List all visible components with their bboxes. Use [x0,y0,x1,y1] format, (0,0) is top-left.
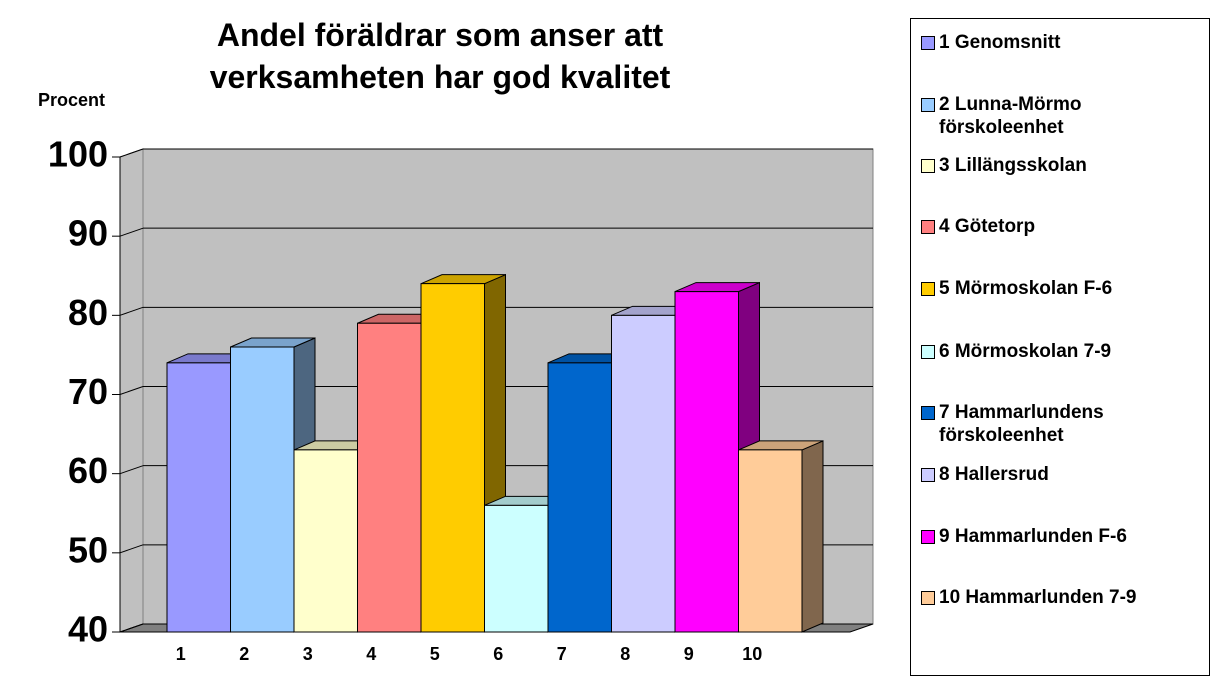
bar-front [674,291,739,633]
x-tick-label: 10 [742,644,762,664]
y-tick-label: 60 [68,450,108,491]
x-tick-label: 2 [239,644,249,664]
x-tick-label: 5 [430,644,440,664]
grid-line-side [119,306,144,316]
legend-label: 10 Hammarlunden 7-9 [939,587,1137,608]
grid-line-side [119,465,144,475]
legend-label: 4 Götetorp [939,216,1036,237]
bar-front [484,504,549,633]
legend-label: 5 Mörmoskolan F-6 [939,278,1113,299]
y-tick-label: 70 [68,371,108,412]
y-tick-label: 100 [48,134,108,175]
legend-label: 2 Lunna-Mörmo förskoleenhet [939,94,1082,138]
grid-line-side [119,386,144,395]
legend-swatch [921,468,935,482]
legend-swatch [921,591,935,605]
bar-side [801,440,824,633]
legend-swatch [921,345,935,359]
bar-front [293,449,358,633]
x-tick-label: 9 [684,644,694,664]
x-tick-label: 8 [620,644,630,664]
x-tick-label: 1 [176,644,186,664]
bar-front [547,362,612,633]
legend-item: 2 Lunna-Mörmo förskoleenhet [921,93,1206,139]
x-tick-label: 4 [366,644,376,664]
legend-item: 4 Götetorp [921,215,1206,238]
bar-front [420,283,485,633]
y-tick-label: 40 [68,609,108,650]
legend-swatch [921,159,935,173]
bar-front [357,322,422,633]
y-tick-label: 80 [68,292,108,333]
y-axis-label: Procent [38,90,106,110]
legend-label: 3 Lillängsskolan [939,155,1087,176]
bar-front [611,314,676,633]
x-tick-label: 3 [303,644,313,664]
legend-label: 7 Hammarlundens förskoleenhet [939,402,1104,446]
y-tick-label: 90 [68,213,108,254]
grid-line-side [119,623,144,633]
legend-swatch [921,282,935,296]
legend-item: 6 Mörmoskolan 7-9 [921,340,1206,363]
legend-swatch [921,36,935,50]
legend: 1 Genomsnitt 2 Lunna-Mörmo förskoleenhet 3… [910,18,1210,676]
legend-item: 9 Hammarlunden F-6 [921,525,1206,548]
bar-front [230,346,295,633]
bar-front [166,362,231,633]
legend-label: 9 Hammarlunden F-6 [939,526,1127,547]
bar-front [738,449,803,633]
chart-title: Andel föräldrar som anser att verksamhet… [209,17,671,95]
legend-swatch [921,220,935,234]
x-tick-label: 7 [557,644,567,664]
legend-swatch [921,406,935,420]
legend-swatch [921,98,935,112]
y-tick-label: 50 [68,529,108,570]
legend-item: 1 Genomsnitt [921,31,1206,54]
legend-item: 5 Mörmoskolan F-6 [921,277,1206,300]
legend-label: 6 Mörmoskolan 7-9 [939,341,1112,362]
grid-line-side [119,227,144,237]
legend-item: 8 Hallersrud [921,463,1206,486]
legend-swatch [921,530,935,544]
x-tick-label: 6 [493,644,503,664]
grid-line-side [119,148,144,158]
grid-line-side [119,544,144,554]
bar [738,440,824,633]
legend-label: 8 Hallersrud [939,464,1049,485]
legend-item: 7 Hammarlundens förskoleenhet [921,401,1206,447]
legend-item: 10 Hammarlunden 7-9 [921,586,1206,609]
legend-item: 3 Lillängsskolan [921,154,1206,177]
legend-label: 1 Genomsnitt [939,32,1061,53]
